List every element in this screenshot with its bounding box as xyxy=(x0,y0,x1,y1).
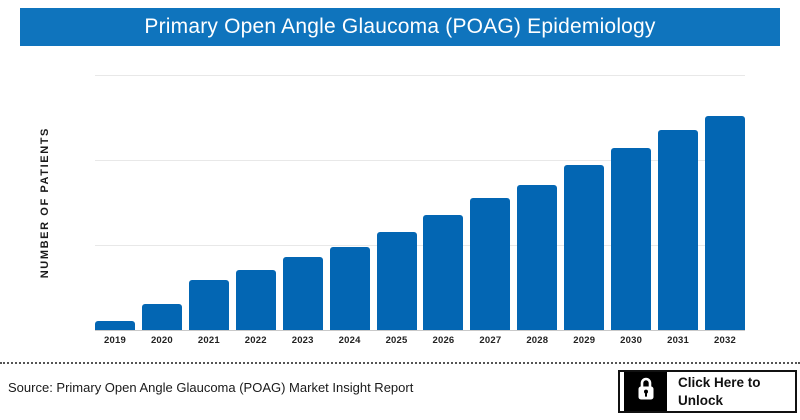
x-tick-label-2021: 2021 xyxy=(197,335,220,346)
bar-column-2023: 2023 xyxy=(282,75,323,346)
x-tick-label-2032: 2032 xyxy=(714,335,736,346)
bar-2023 xyxy=(282,257,323,330)
bar-column-2021: 2021 xyxy=(188,75,229,346)
page-title: Primary Open Angle Glaucoma (POAG) Epide… xyxy=(144,15,656,38)
x-tick-label-2022: 2022 xyxy=(244,335,267,346)
bar-2028 xyxy=(517,184,558,330)
unlock-label-line1: Click Here to xyxy=(678,374,761,390)
bar-column-2029: 2029 xyxy=(564,75,605,346)
bar-column-2020: 2020 xyxy=(141,75,182,346)
x-tick-label-2025: 2025 xyxy=(385,335,408,346)
bar-column-2026: 2026 xyxy=(423,75,464,346)
x-tick-label-2024: 2024 xyxy=(338,335,361,346)
bar-2022 xyxy=(235,270,276,330)
bar-column-2027: 2027 xyxy=(470,75,511,346)
gridline-middle xyxy=(95,160,745,161)
bar-2024 xyxy=(329,247,370,330)
bar-column-2024: 2024 xyxy=(329,75,370,346)
unlock-button[interactable]: Click Here to Unlock xyxy=(618,370,797,413)
x-tick-label-2031: 2031 xyxy=(667,335,690,346)
y-axis-label: NUMBER OF PATIENTS xyxy=(39,126,51,279)
bar-2026 xyxy=(423,215,464,330)
bar-2025 xyxy=(376,232,417,330)
lock-icon-box xyxy=(624,372,667,411)
gridline-lower xyxy=(95,245,745,246)
bar-column-2032: 2032 xyxy=(704,75,745,346)
x-tick-label-2026: 2026 xyxy=(432,335,455,346)
bar-series: 2019 2020 2021 2022 2023 2024 2025 2026 2027 2028… xyxy=(95,75,745,346)
bar-2027 xyxy=(470,198,511,330)
bar-column-2019: 2019 xyxy=(95,75,135,346)
bar-column-2022: 2022 xyxy=(235,75,276,346)
x-tick-label-2028: 2028 xyxy=(526,335,549,346)
chart-title-bar: Primary Open Angle Glaucoma (POAG) Epide… xyxy=(20,8,780,46)
y-axis-label-container: NUMBER OF PATIENTS xyxy=(32,75,58,330)
unlock-button-label: Click Here to Unlock xyxy=(667,372,761,411)
bar-2032 xyxy=(704,116,745,330)
x-tick-label-2020: 2020 xyxy=(150,335,173,346)
bar-2021 xyxy=(188,279,229,330)
x-tick-label-2019: 2019 xyxy=(104,335,126,346)
bar-2030 xyxy=(611,148,652,330)
x-tick-label-2030: 2030 xyxy=(620,335,643,346)
bar-2020 xyxy=(141,304,182,330)
bar-2029 xyxy=(564,165,605,330)
lock-icon xyxy=(634,375,658,408)
x-tick-label-2023: 2023 xyxy=(291,335,314,346)
bar-2031 xyxy=(658,129,699,330)
bar-chart-plot-area: 2019 2020 2021 2022 2023 2024 2025 2026 2027 2028… xyxy=(95,75,745,346)
bar-column-2031: 2031 xyxy=(658,75,699,346)
unlock-label-line2: Unlock xyxy=(678,392,724,408)
gridline-top xyxy=(95,75,745,76)
bar-column-2028: 2028 xyxy=(517,75,558,346)
dotted-divider xyxy=(0,362,800,364)
x-tick-label-2029: 2029 xyxy=(573,335,596,346)
bar-column-2030: 2030 xyxy=(611,75,652,346)
x-tick-label-2027: 2027 xyxy=(479,335,502,346)
x-axis-line xyxy=(95,330,745,331)
bar-column-2025: 2025 xyxy=(376,75,417,346)
bar-2019 xyxy=(95,321,135,330)
source-note: Source: Primary Open Angle Glaucoma (POA… xyxy=(8,380,414,395)
